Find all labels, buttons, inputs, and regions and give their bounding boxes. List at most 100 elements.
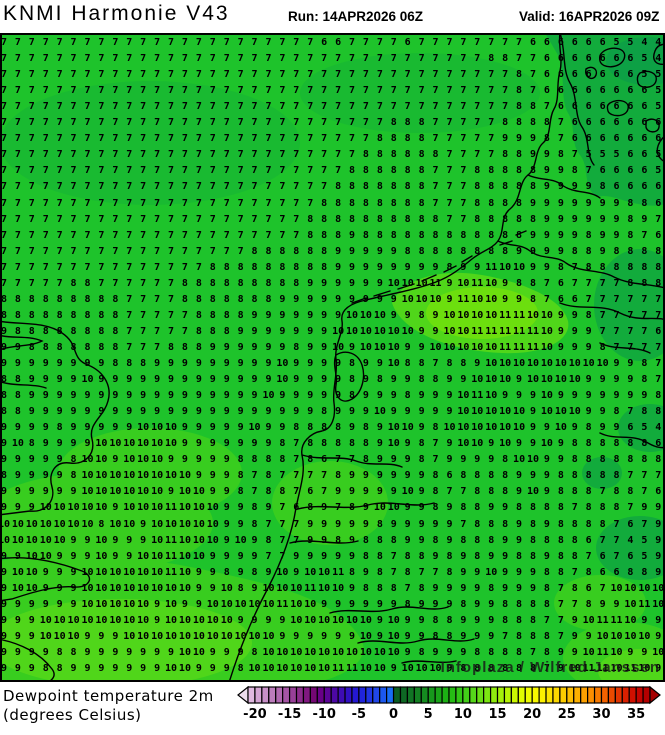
dewpoint-value: 5	[641, 53, 648, 65]
dewpoint-value: 7	[28, 181, 35, 193]
dewpoint-value: 9	[348, 293, 356, 305]
grid-row: 9 9 9 9 9 9 10 10 10 10 10 10 9 10 10 9 9 8 7 8 8 7 6 7 9 9 9 9 9 10 9…	[2, 484, 663, 500]
dewpoint-value: 8	[404, 181, 411, 193]
colorbar-cell	[372, 686, 381, 704]
dewpoint-value: 9	[195, 454, 202, 466]
dewpoint-value: 9	[56, 390, 63, 402]
dewpoint-value: 9	[529, 582, 536, 594]
dewpoint-value: 9	[335, 390, 342, 402]
dewpoint-value: 9	[516, 245, 523, 257]
dewpoint-value: 10	[109, 566, 122, 578]
dewpoint-value: 9	[321, 293, 328, 305]
dewpoint-value: 8	[516, 117, 523, 129]
dewpoint-value: 8	[237, 277, 244, 289]
dewpoint-value: 10	[206, 502, 219, 514]
dewpoint-value: 8	[84, 325, 91, 337]
dewpoint-value: 10	[123, 486, 136, 498]
dewpoint-value: 9	[14, 486, 21, 498]
dewpoint-value: 7	[0, 69, 7, 81]
dewpoint-value: 8	[418, 550, 425, 562]
dewpoint-value: 7	[335, 149, 342, 161]
dewpoint-value: 7	[641, 518, 648, 530]
dewpoint-value: 9	[432, 261, 439, 273]
dewpoint-value: 9	[98, 358, 105, 369]
dewpoint-value: 10	[95, 550, 108, 562]
dewpoint-value: 4	[655, 422, 662, 434]
dewpoint-value: 10	[345, 614, 359, 626]
dewpoint-value: 9	[571, 325, 578, 337]
dewpoint-value: 9	[265, 566, 272, 578]
dewpoint-value: 6	[571, 117, 578, 129]
dewpoint-value: 9	[613, 374, 620, 386]
dewpoint-value: 10	[485, 406, 498, 418]
dewpoint-value: 10	[485, 390, 498, 402]
grid-row: 7 7 7 7 7 8 8 7 7 7 7 7 7 8 8 8 8 8 8 8 8 8 9 9 9 9 9 9 10 10 10 11 9 10 1…	[2, 276, 663, 292]
dewpoint-value: 9	[585, 341, 592, 353]
dewpoint-value: 10	[178, 566, 191, 578]
dewpoint-value: 9	[390, 390, 397, 402]
dewpoint-value: 8	[265, 454, 272, 466]
dewpoint-value: 8	[404, 358, 411, 369]
dewpoint-value: 10	[318, 662, 331, 674]
dewpoint-value: 10	[401, 293, 414, 305]
dewpoint-value: 9	[362, 566, 369, 578]
dewpoint-value: 9	[348, 534, 356, 546]
dewpoint-value: 5	[655, 85, 662, 97]
dewpoint-value: 9	[98, 646, 105, 658]
colorbar-cell	[489, 686, 499, 704]
dewpoint-value: 9	[42, 486, 49, 498]
dewpoint-value: 7	[56, 277, 63, 289]
dewpoint-value: 9	[251, 550, 258, 562]
dewpoint-value: 7	[126, 37, 133, 48]
dewpoint-value: 7	[126, 117, 133, 129]
dewpoint-value: 8	[307, 454, 314, 466]
dewpoint-value: 6	[599, 69, 606, 81]
dewpoint-value: 8	[516, 85, 523, 97]
dewpoint-value: 9	[404, 454, 411, 466]
dewpoint-value: 10	[276, 662, 289, 674]
dewpoint-value: 9	[599, 406, 606, 418]
dewpoint-value: 9	[321, 390, 328, 402]
dewpoint-value: 8	[418, 165, 425, 177]
dewpoint-value: 9	[251, 309, 258, 321]
dewpoint-value: 9	[209, 438, 216, 450]
dewpoint-value: 8	[488, 582, 495, 594]
dewpoint-value: 8	[251, 502, 258, 514]
dewpoint-value: 9	[335, 598, 342, 610]
dewpoint-value: 8	[404, 213, 411, 225]
dewpoint-value: 9	[321, 277, 328, 289]
colorbar-cell	[247, 686, 256, 704]
dewpoint-value: 9	[557, 213, 564, 225]
dewpoint-value: 9	[418, 518, 425, 530]
dewpoint-value: 9	[376, 390, 383, 402]
dewpoint-value: 7	[251, 486, 258, 498]
dewpoint-value: 6	[321, 454, 328, 466]
colorbar-cell	[323, 686, 332, 704]
dewpoint-value: 9	[446, 598, 453, 610]
dewpoint-value: 8	[14, 293, 21, 305]
dewpoint-value: 9	[293, 566, 300, 578]
dewpoint-value: 10	[373, 502, 386, 514]
dewpoint-value: 7	[140, 85, 147, 97]
dewpoint-value: 7	[321, 165, 328, 177]
dewpoint-value: 9	[404, 614, 411, 626]
dewpoint-value: 10	[638, 630, 651, 642]
dewpoint-value: 9	[321, 550, 328, 562]
dewpoint-value: 6	[557, 277, 564, 289]
dewpoint-value: 8	[0, 470, 7, 482]
dewpoint-value: 7	[98, 165, 105, 177]
dewpoint-value: 5	[641, 422, 648, 434]
dewpoint-value: 9	[25, 677, 39, 680]
dewpoint-value: 10	[192, 550, 205, 562]
dewpoint-value: 10	[206, 518, 219, 530]
dewpoint-value: 8	[474, 486, 481, 498]
dewpoint-value: 5	[655, 69, 662, 81]
dewpoint-value: 8	[543, 133, 550, 145]
dewpoint-value: 10	[123, 598, 136, 610]
dewpoint-value: 7	[557, 582, 564, 594]
dewpoint-value: 9	[223, 486, 230, 498]
dewpoint-value: 10	[137, 550, 150, 562]
